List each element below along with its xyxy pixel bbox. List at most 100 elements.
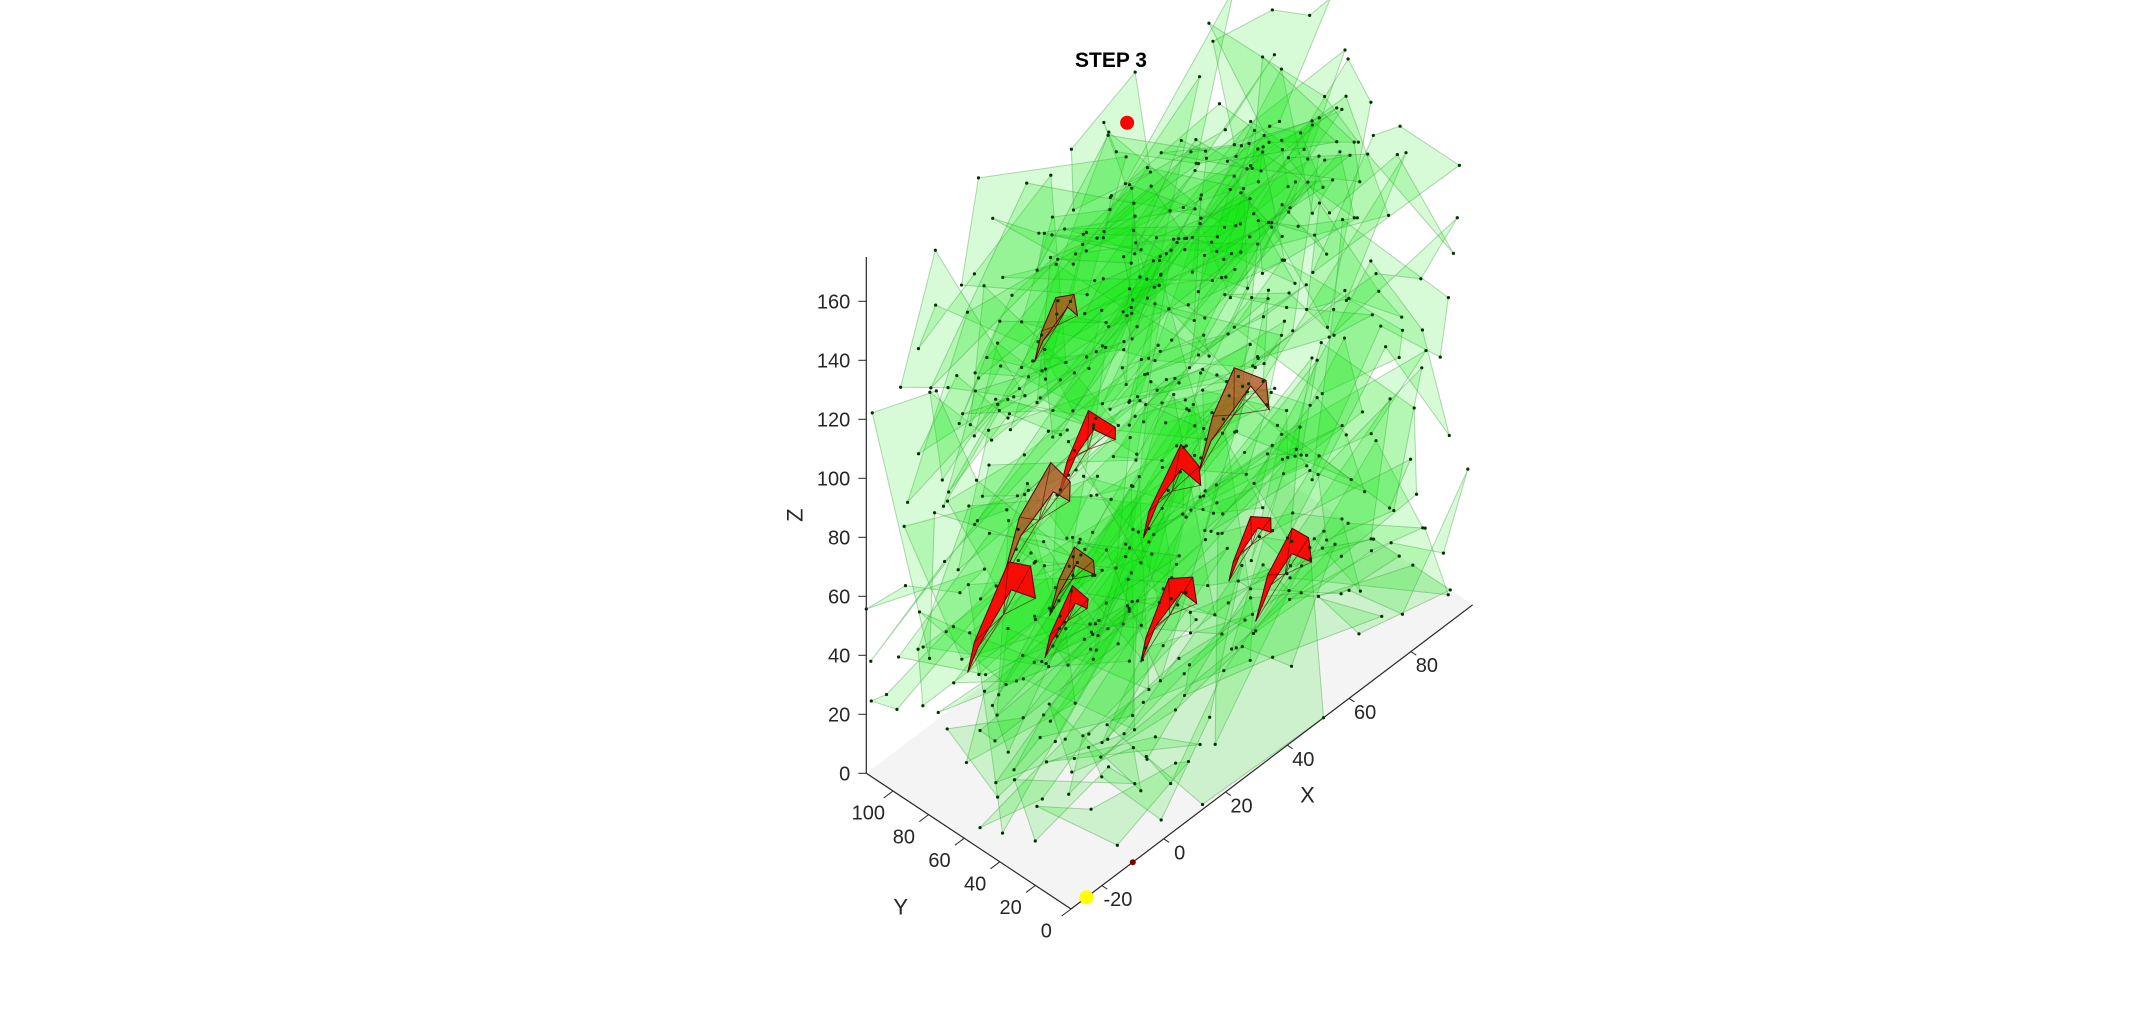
free-space-face bbox=[1134, 170, 1297, 285]
vertex bbox=[1021, 677, 1025, 681]
axis-labels: X Y Z bbox=[782, 508, 1315, 919]
obstacle-edge bbox=[1228, 544, 1253, 582]
vertex bbox=[960, 657, 964, 661]
vertex bbox=[1216, 532, 1220, 536]
free-space-face bbox=[1106, 150, 1286, 328]
vertex bbox=[1140, 658, 1145, 662]
vertex bbox=[1115, 843, 1119, 847]
vertex bbox=[1057, 599, 1061, 603]
free-space-face bbox=[958, 313, 1107, 424]
vertex bbox=[1058, 378, 1062, 382]
vertex bbox=[1044, 661, 1048, 666]
vertex bbox=[1316, 594, 1321, 598]
vertex bbox=[1262, 133, 1266, 138]
free-space-face bbox=[1306, 201, 1403, 318]
vertex bbox=[1299, 564, 1304, 568]
vertex bbox=[1051, 644, 1055, 648]
floor-panel bbox=[866, 469, 1473, 909]
vertex bbox=[1050, 233, 1054, 237]
vertex bbox=[1091, 530, 1095, 534]
obstacle-edge bbox=[1042, 325, 1058, 342]
vertex bbox=[1225, 159, 1230, 163]
vertex bbox=[1310, 211, 1314, 215]
free-space-face bbox=[907, 215, 1136, 503]
vertex bbox=[1248, 342, 1252, 346]
vertex bbox=[1281, 472, 1286, 476]
vertex bbox=[1086, 745, 1091, 750]
vertex bbox=[1388, 506, 1392, 510]
free-space-face bbox=[1036, 760, 1190, 846]
y-tick-label: 80 bbox=[893, 826, 915, 848]
y-tick bbox=[1061, 908, 1072, 917]
vertex bbox=[1270, 443, 1274, 447]
vertex bbox=[1106, 765, 1111, 769]
vertex bbox=[1016, 558, 1020, 563]
vertex bbox=[1302, 147, 1306, 151]
vertex bbox=[1071, 208, 1076, 212]
vertex bbox=[1215, 501, 1219, 505]
axes-background bbox=[866, 469, 1473, 909]
vertex bbox=[1291, 511, 1295, 515]
vertex bbox=[1397, 355, 1401, 360]
vertex bbox=[1129, 571, 1133, 575]
vertex bbox=[1289, 664, 1294, 668]
vertex bbox=[1125, 314, 1129, 318]
vertex bbox=[1308, 468, 1312, 473]
vertex bbox=[1035, 400, 1039, 405]
z-tick-label: 0 bbox=[839, 763, 850, 785]
vertex bbox=[974, 478, 979, 482]
vertex bbox=[1420, 328, 1425, 332]
vertex bbox=[1006, 416, 1010, 420]
vertex bbox=[1256, 147, 1260, 151]
vertex bbox=[1220, 531, 1224, 535]
vertex bbox=[1108, 208, 1112, 212]
y-tick-label: 60 bbox=[928, 850, 950, 872]
vertex bbox=[1286, 184, 1290, 189]
vertex bbox=[1247, 141, 1251, 146]
vertex bbox=[1457, 163, 1461, 167]
vertex bbox=[1070, 770, 1074, 774]
vertex bbox=[1040, 797, 1044, 801]
vertex bbox=[1363, 490, 1367, 494]
vertex bbox=[1380, 614, 1384, 618]
vertex bbox=[1315, 358, 1319, 362]
x-axis-label: X bbox=[1300, 783, 1315, 808]
vertex bbox=[1121, 622, 1125, 626]
free-space-face bbox=[1067, 400, 1213, 564]
vertex bbox=[1220, 632, 1224, 636]
tick-labels: -200204060800204060801000204060801001201… bbox=[817, 291, 1438, 942]
vertex bbox=[1455, 216, 1459, 220]
y-tick-label: 40 bbox=[964, 874, 986, 896]
vertex bbox=[1311, 270, 1315, 274]
vertex bbox=[1159, 272, 1163, 276]
vertex bbox=[1203, 316, 1207, 320]
vertex bbox=[1054, 262, 1058, 266]
vertex bbox=[1222, 257, 1226, 262]
vertex bbox=[975, 519, 980, 523]
vertex bbox=[1214, 483, 1218, 487]
y-tick bbox=[954, 837, 965, 846]
free-space-face bbox=[1103, 0, 1233, 185]
vertex bbox=[1199, 456, 1203, 460]
vertex bbox=[1161, 587, 1165, 591]
vertex bbox=[1139, 789, 1143, 793]
vertex bbox=[1120, 366, 1124, 370]
vertex bbox=[1339, 554, 1344, 558]
obstacle-edge bbox=[1233, 409, 1270, 416]
vertex bbox=[1261, 379, 1265, 383]
vertex bbox=[1170, 576, 1174, 580]
vertex bbox=[906, 500, 910, 504]
vertex bbox=[1153, 302, 1157, 306]
vertex bbox=[1048, 719, 1052, 723]
vertex bbox=[1213, 613, 1217, 617]
vertex bbox=[1063, 227, 1067, 231]
vertex bbox=[1238, 222, 1242, 226]
vertex bbox=[1167, 307, 1171, 311]
polyhedra-vertices bbox=[864, 8, 1470, 847]
vertex bbox=[1261, 506, 1265, 510]
vertex bbox=[1150, 552, 1154, 556]
free-space-face bbox=[969, 284, 1119, 426]
vertex bbox=[1265, 403, 1269, 407]
vertex bbox=[1183, 248, 1187, 252]
vertex bbox=[945, 499, 950, 503]
